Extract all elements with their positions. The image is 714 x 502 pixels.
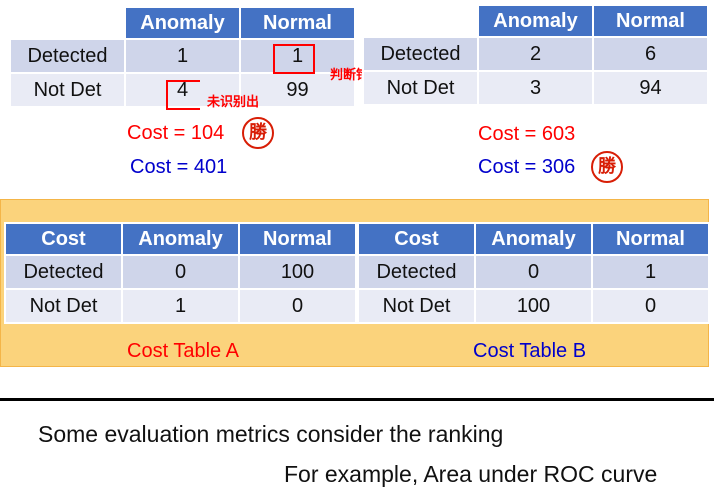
- win-stamp-1: 勝: [242, 117, 274, 149]
- header-anomaly: Anomaly: [479, 6, 592, 36]
- header-normal: Normal: [593, 224, 708, 254]
- cell-detected-anomaly: 1: [126, 40, 239, 72]
- header-anomaly: Anomaly: [126, 8, 239, 38]
- cell-notdet-normal: 99: [241, 74, 354, 106]
- highlight-box-missed: [166, 80, 200, 110]
- cost-table-a-caption: Cost Table A: [127, 340, 239, 362]
- cell-notdet-anomaly: 4: [126, 74, 239, 106]
- row-label-not-det: Not Det: [364, 72, 477, 104]
- header-anomaly: Anomaly: [123, 224, 238, 254]
- header-normal: Normal: [241, 8, 354, 38]
- annotation-missed: 未识别出: [207, 95, 260, 110]
- cell-detected-normal: 100: [240, 256, 355, 288]
- header-anomaly: Anomaly: [476, 224, 591, 254]
- cell-notdet-anomaly: 1: [123, 290, 238, 322]
- row-label-detected: Detected: [6, 256, 121, 288]
- highlight-box-false-alarm: [273, 44, 315, 74]
- header-normal: Normal: [240, 224, 355, 254]
- cell-notdet-normal: 94: [594, 72, 707, 104]
- row-label-not-det: Not Det: [6, 290, 121, 322]
- corner-cell: [11, 8, 124, 38]
- body-text-example: For example, Area under ROC curve: [284, 461, 658, 487]
- cost-value-a-2: Cost = 603: [478, 123, 576, 145]
- row-label-detected: Detected: [364, 38, 477, 70]
- win-stamp-2: 勝: [591, 151, 623, 183]
- cell-notdet-normal: 0: [240, 290, 355, 322]
- body-text-ranking: Some evaluation metrics consider the ran…: [38, 421, 504, 447]
- cell-detected-anomaly: 2: [479, 38, 592, 70]
- row-label-not-det: Not Det: [11, 74, 124, 106]
- cell-detected-normal: 1: [593, 256, 708, 288]
- cost-value-b-1: Cost = 401: [130, 156, 228, 178]
- confusion-matrix-2: Anomaly Normal Detected 2 6 Not Det 3 94: [362, 4, 709, 106]
- section-divider: [0, 398, 714, 401]
- row-label-detected: Detected: [11, 40, 124, 72]
- cell-notdet-anomaly: 100: [476, 290, 591, 322]
- cost-table-b: Cost Anomaly Normal Detected 0 1 Not Det…: [357, 222, 710, 324]
- cost-table-a: Cost Anomaly Normal Detected 0 100 Not D…: [4, 222, 357, 324]
- row-label-not-det: Not Det: [359, 290, 474, 322]
- header-cost: Cost: [6, 224, 121, 254]
- cell-notdet-anomaly: 3: [479, 72, 592, 104]
- cell-notdet-normal: 0: [593, 290, 708, 322]
- header-cost: Cost: [359, 224, 474, 254]
- cell-detected-anomaly: 0: [476, 256, 591, 288]
- cell-detected-normal: 6: [594, 38, 707, 70]
- cost-value-b-2: Cost = 306: [478, 156, 576, 178]
- cost-value-a-1: Cost = 104: [127, 122, 225, 144]
- row-label-detected: Detected: [359, 256, 474, 288]
- header-normal: Normal: [594, 6, 707, 36]
- cell-detected-anomaly: 0: [123, 256, 238, 288]
- corner-cell: [364, 6, 477, 36]
- cost-table-b-caption: Cost Table B: [473, 340, 587, 362]
